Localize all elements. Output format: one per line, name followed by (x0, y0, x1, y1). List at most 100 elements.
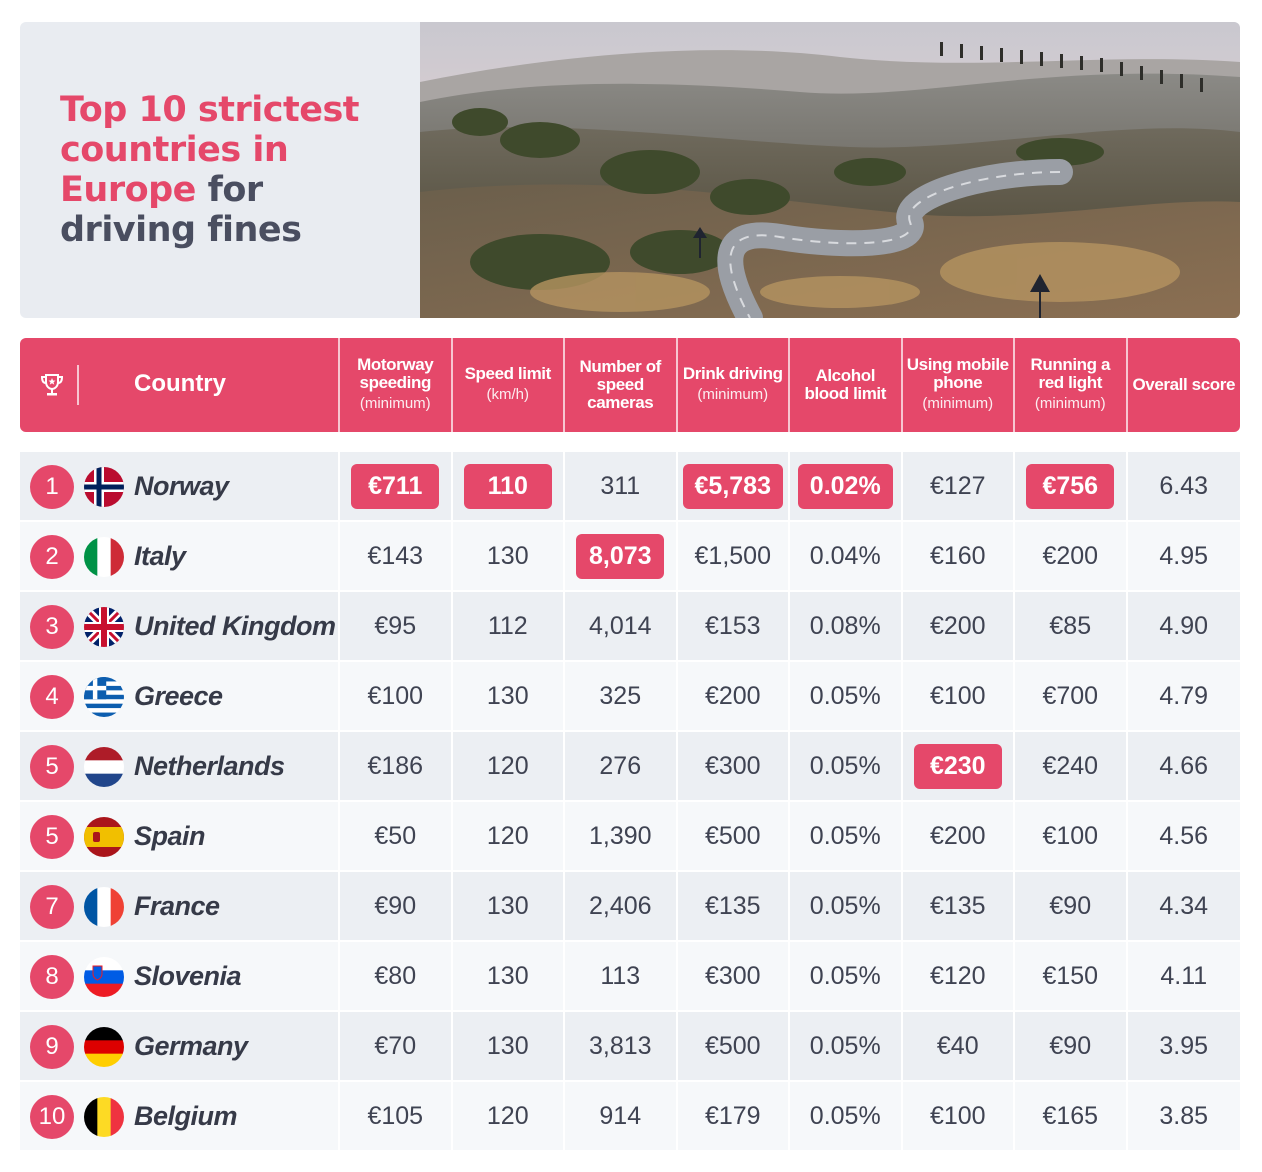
header-motorway-speeding: Motorway speeding (minimum) (340, 338, 453, 432)
cell-value: €200 (1042, 541, 1099, 570)
highlighted-value: 110 (463, 463, 552, 509)
cell-overall-score: 4.90 (1128, 592, 1241, 660)
cell-speed-cameras: 3,813 (565, 1012, 678, 1080)
title-rest: for driving fines (60, 170, 302, 250)
cell-value: 112 (487, 611, 528, 640)
cell-alcohol-blood-limit: 0.05% (790, 802, 903, 870)
cell-value: €85 (1049, 611, 1092, 640)
cell-red-light: €700 (1015, 662, 1128, 730)
cell-value: 0.05% (809, 681, 881, 710)
cell-value: €95 (374, 611, 417, 640)
cell-speed-cameras: 311 (565, 452, 678, 520)
cell-overall-score: 4.66 (1128, 732, 1241, 800)
cell-value: €500 (704, 1031, 761, 1060)
cell-value: 120 (486, 751, 529, 780)
country-name: Germany (134, 1031, 248, 1061)
country-name: Italy (134, 541, 186, 571)
cell-value: €135 (704, 891, 761, 920)
country-name: Greece (134, 681, 223, 711)
table-row: 1 Norway €711 110 311 €5,783 0.02% €127 €756 6.43 (20, 452, 1240, 522)
cell-value: 3.95 (1159, 1031, 1209, 1060)
rank-badge: 9 (30, 1025, 74, 1069)
cell-alcohol-blood-limit: 0.05% (790, 732, 903, 800)
table-row: 4 Greece €100 130 325 €200 0.05% €100 €700 4.79 (20, 662, 1240, 732)
cell-motorway-speeding: €711 (340, 452, 453, 520)
header-label: Drink driving (682, 364, 783, 383)
cell-speed-limit: 130 (453, 872, 565, 940)
country-name: France (134, 891, 220, 921)
cell-mobile-phone: €100 (903, 1082, 1015, 1150)
cell-value: 130 (486, 541, 529, 570)
cell-value: 3,813 (588, 1031, 652, 1060)
country-name: Netherlands (134, 751, 285, 781)
cell-alcohol-blood-limit: 0.02% (790, 452, 903, 520)
cell-red-light: €200 (1015, 522, 1128, 590)
cell-value: €300 (704, 961, 761, 990)
cell-value: 120 (486, 821, 529, 850)
country-column-header: Country (20, 338, 340, 432)
cell-value: €100 (1042, 821, 1099, 850)
title-highlight: Top 10 strictest countries in Europe (60, 90, 360, 210)
cell-value: €135 (929, 891, 986, 920)
belgium-flag-icon (84, 1097, 124, 1137)
cell-speed-limit: 120 (453, 732, 565, 800)
country-cell: 9 Germany (20, 1012, 340, 1080)
header-divider (77, 365, 79, 405)
highlighted-value: €5,783 (682, 463, 783, 509)
cell-value: €100 (929, 1101, 986, 1130)
cell-motorway-speeding: €80 (340, 942, 453, 1010)
cell-overall-score: 3.95 (1128, 1012, 1241, 1080)
cell-speed-cameras: 1,390 (565, 802, 678, 870)
cell-speed-limit: 112 (453, 592, 565, 660)
cell-alcohol-blood-limit: 0.05% (790, 1012, 903, 1080)
cell-value: €160 (929, 541, 986, 570)
country-cell: 7 France (20, 872, 340, 940)
cell-value: 0.08% (809, 611, 881, 640)
header-mobile-phone: Using mobile phone (minimum) (903, 338, 1015, 432)
cell-alcohol-blood-limit: 0.05% (790, 1082, 903, 1150)
cell-value: 4.66 (1159, 751, 1209, 780)
table-row: 10 Belgium €105 120 914 €179 0.05% €100 €165 3.85 (20, 1082, 1240, 1152)
table-row: 8 Slovenia €80 130 113 €300 0.05% €120 €150 4.11 (20, 942, 1240, 1012)
cell-value: 0.05% (809, 891, 881, 920)
cell-value: 6.43 (1159, 471, 1209, 500)
cell-value: €70 (374, 1031, 417, 1060)
cell-value: €143 (367, 541, 424, 570)
cell-value: €127 (929, 471, 986, 500)
header-sub: (minimum) (1034, 395, 1106, 412)
table-row: 5 Netherlands €186 120 276 €300 0.05% €230 €240 4… (20, 732, 1240, 802)
cell-drink-driving: €1,500 (678, 522, 790, 590)
cell-value: €200 (704, 681, 761, 710)
cell-overall-score: 4.56 (1128, 802, 1241, 870)
greece-flag-icon (84, 677, 124, 717)
cell-value: €153 (704, 611, 761, 640)
cell-motorway-speeding: €70 (340, 1012, 453, 1080)
highlighted-value: 8,073 (576, 533, 665, 579)
country-cell: 3 United Kingdom (20, 592, 340, 660)
cell-value: 3.85 (1159, 1101, 1209, 1130)
cell-drink-driving: €500 (678, 802, 790, 870)
rank-badge: 1 (30, 465, 74, 509)
header-label: Number of speed cameras (579, 357, 662, 412)
italy-flag-icon (84, 537, 124, 577)
cell-value: €500 (704, 821, 761, 850)
cell-motorway-speeding: €143 (340, 522, 453, 590)
road-landscape-photo (420, 22, 1240, 318)
cell-alcohol-blood-limit: 0.05% (790, 872, 903, 940)
country-cell: 10 Belgium (20, 1082, 340, 1150)
cell-value: 130 (486, 681, 529, 710)
cell-value: €50 (374, 821, 417, 850)
rank-badge: 2 (30, 535, 74, 579)
cell-value: €150 (1042, 961, 1099, 990)
cell-value: 0.04% (809, 541, 881, 570)
cell-mobile-phone: €135 (903, 872, 1015, 940)
cell-value: 0.05% (809, 1101, 881, 1130)
germany-flag-icon (84, 1027, 124, 1067)
cell-speed-limit: 120 (453, 802, 565, 870)
country-header-label: Country (134, 370, 226, 397)
cell-speed-limit: 110 (453, 452, 565, 520)
cell-value: 4.11 (1160, 961, 1208, 990)
rank-badge: 8 (30, 955, 74, 999)
cell-speed-limit: 130 (453, 942, 565, 1010)
netherlands-flag-icon (84, 747, 124, 787)
